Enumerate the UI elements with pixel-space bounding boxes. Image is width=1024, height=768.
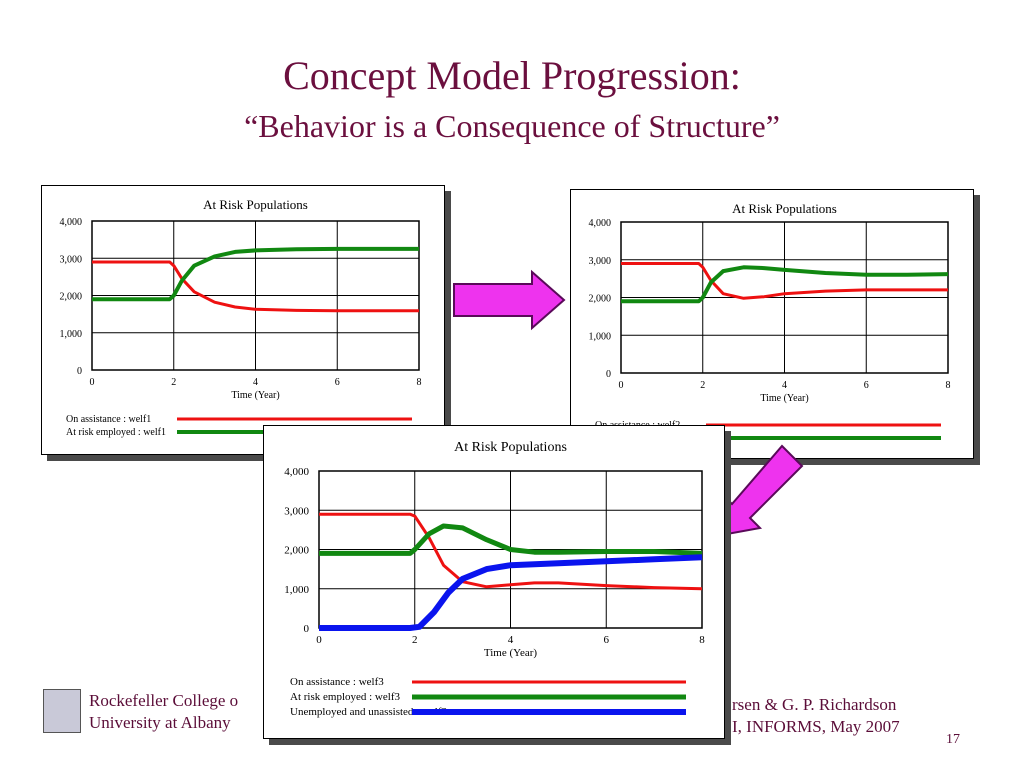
x-axis-label: Time (Year) — [760, 393, 808, 404]
series-line-1 — [319, 512, 703, 591]
x-tick-label: 0 — [90, 377, 95, 388]
x-tick-label: 0 — [619, 380, 624, 391]
x-tick-label: 8 — [946, 380, 951, 391]
y-tick-label: 0 — [606, 369, 611, 380]
college-logo-icon — [43, 689, 81, 733]
y-tick-label: 2,000 — [589, 294, 612, 305]
footer-authors-line2: I, INFORMS, May 2007 — [732, 717, 900, 736]
footer-authors-line1: rsen & G. P. Richardson — [732, 695, 897, 714]
y-tick-label: 3,000 — [589, 256, 612, 267]
series-line-2 — [92, 246, 419, 302]
chart-panel-welf2: At Risk Populations 0 2 4 6 8 0 1,000 2,000 3,000… — [570, 189, 974, 459]
y-tick-label: 3,000 — [60, 254, 83, 265]
series-line-3 — [319, 554, 703, 631]
x-tick-label: 4 — [782, 380, 787, 391]
chart-panel-welf3: At Risk Populations 0 2 4 6 8 0 1,000 2,000 3,000… — [263, 425, 725, 739]
legend-label-2: At risk employed : welf3 — [290, 691, 400, 703]
x-tick-label: 0 — [316, 634, 322, 646]
y-tick-label: 4,000 — [589, 218, 612, 229]
chart-svg: At Risk Populations 0 2 4 6 8 0 1,000 2,000 3,000… — [589, 201, 951, 444]
plot-frame — [91, 220, 420, 371]
y-tick-label: 1,000 — [589, 331, 612, 342]
footer-institution-line2: University at Albany — [89, 713, 231, 732]
y-tick-label: 4,000 — [284, 466, 309, 478]
x-tick-label: 8 — [699, 634, 705, 646]
y-tick-label: 3,000 — [284, 505, 309, 517]
x-tick-label: 4 — [508, 634, 514, 646]
legend-label-1: On assistance : welf3 — [290, 676, 384, 688]
y-tick-label: 2,000 — [284, 545, 309, 557]
x-tick-label: 6 — [335, 377, 340, 388]
y-tick-label: 1,000 — [60, 329, 83, 340]
down-left-arrow-icon — [714, 444, 804, 538]
y-tick-label: 0 — [304, 623, 310, 635]
plot-frame — [620, 221, 949, 374]
chart-title: At Risk Populations — [454, 440, 567, 455]
x-tick-label: 6 — [864, 380, 869, 391]
chart-title: At Risk Populations — [732, 201, 837, 216]
legend-label-3: Unemployed and unassisted : welf3 — [290, 706, 448, 718]
x-tick-label: 2 — [412, 634, 418, 646]
x-tick-label: 2 — [700, 380, 705, 391]
y-tick-label: 2,000 — [60, 292, 83, 303]
chart-panel-welf1: At Risk Populations 0 2 4 6 8 0 1,000 2,000 3,000… — [41, 185, 445, 455]
x-axis-label: Time (Year) — [484, 647, 538, 659]
legend-label-2: At risk employed : welf1 — [66, 427, 166, 438]
footer-authors: rsen & G. P. Richardson I, INFORMS, May … — [732, 694, 900, 738]
chart-svg: At Risk Populations 0 2 4 6 8 0 1,000 2,000 3,000… — [284, 440, 705, 718]
slide-title: Concept Model Progression: — [283, 53, 741, 98]
x-axis-label: Time (Year) — [231, 390, 279, 401]
x-tick-label: 8 — [417, 377, 422, 388]
series-line-2 — [319, 523, 703, 556]
slide-subtitle: “Behavior is a Consequence of Structure” — [244, 108, 780, 144]
chart-svg: At Risk Populations 0 2 4 6 8 0 1,000 2,000 3,000… — [60, 197, 422, 438]
y-tick-label: 4,000 — [60, 217, 83, 228]
series-line-2 — [621, 265, 949, 304]
y-tick-label: 0 — [77, 366, 82, 377]
footer-institution-line1: Rockefeller College o — [89, 691, 239, 710]
x-tick-label: 2 — [171, 377, 176, 388]
right-arrow-icon — [453, 269, 566, 331]
plot-frame — [318, 470, 703, 629]
x-tick-label: 4 — [253, 377, 258, 388]
page-number: 17 — [946, 732, 960, 747]
series-line-1 — [92, 260, 419, 313]
y-tick-label: 1,000 — [284, 584, 309, 596]
series-line-1 — [621, 262, 948, 300]
chart-title: At Risk Populations — [203, 197, 308, 212]
legend-label-1: On assistance : welf1 — [66, 414, 151, 425]
x-tick-label: 6 — [604, 634, 610, 646]
footer-institution: Rockefeller College o University at Alba… — [89, 690, 238, 734]
